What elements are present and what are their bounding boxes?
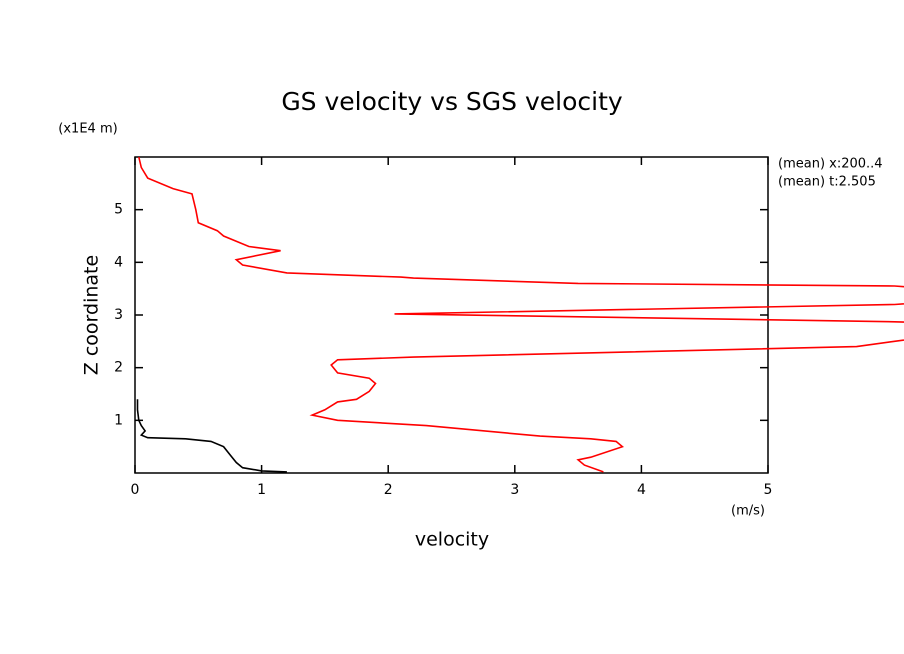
data-line [136,399,287,473]
chart-title: GS velocity vs SGS velocity [281,87,623,116]
annotation: (mean) x:200..4 [778,157,883,172]
y-tick-label: 4 [114,254,123,270]
x-tick-label: 4 [637,482,646,498]
x-tick-label: 5 [764,482,773,498]
y-tick-label: 2 [114,360,123,376]
data-line [138,156,904,473]
x-axis-label: velocity [415,529,489,551]
y-unit: (x1E4 m) [58,122,117,137]
annotation: (mean) t:2.505 [778,175,876,190]
x-tick-label: 1 [257,482,266,498]
y-tick-label: 1 [114,412,123,428]
x-unit: (m/s) [731,504,765,519]
y-axis-label: Z coordinate [81,255,103,375]
x-tick-label: 0 [131,482,140,498]
y-tick-label: 3 [114,307,123,323]
y-tick-label: 5 [114,202,123,218]
x-tick-label: 2 [384,482,393,498]
x-tick-label: 3 [510,482,519,498]
